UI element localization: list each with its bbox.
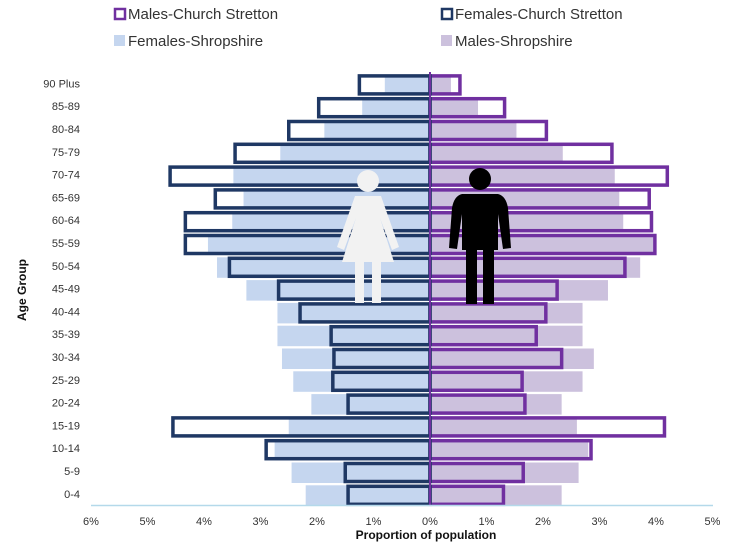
bar-males-shropshire-10-14 <box>430 439 589 461</box>
bar-females-shropshire-35-39 <box>277 325 430 347</box>
figure-icons <box>337 168 511 304</box>
y-tick-label-70-74: 70-74 <box>52 170 80 182</box>
x-tick-label: 1% <box>479 516 495 528</box>
bar-females-shropshire-0-4 <box>305 485 430 506</box>
x-tick-label: 4% <box>196 516 212 528</box>
bar-females-shropshire-40-44 <box>277 302 430 324</box>
y-tick-label-50-54: 50-54 <box>52 261 80 273</box>
x-tick-label: 1% <box>366 516 382 528</box>
y-tick-label-60-64: 60-64 <box>52 215 80 227</box>
male-figure-icon <box>449 168 511 304</box>
y-tick-label-10-14: 10-14 <box>52 443 80 455</box>
y-tick-label-65-69: 65-69 <box>52 192 80 204</box>
bar-females-shropshire-45-49 <box>246 280 430 301</box>
y-tick-label-0-4: 0-4 <box>64 489 80 501</box>
bar-females-shropshire-15-19 <box>288 416 430 438</box>
y-tick-label-5-9: 5-9 <box>64 466 80 478</box>
bar-males-shropshire-20-24 <box>430 394 562 415</box>
x-tick-label: 3% <box>592 516 608 528</box>
legend-swatch <box>114 35 125 46</box>
bar-males-shropshire-80-84 <box>430 120 517 141</box>
legend-label: Males-Shropshire <box>455 33 573 50</box>
legend-swatch <box>113 7 127 21</box>
bar-males-shropshire-75-79 <box>430 143 563 164</box>
y-tick-label-85-89: 85-89 <box>52 101 80 113</box>
bar-males-shropshire-15-19 <box>430 416 577 438</box>
bar-females-shropshire-85-89 <box>362 97 430 119</box>
x-axis-tick-labels: 6% 5% 4% 3% 2% 1% 0% 1% 2% 3% 4% 5% <box>83 516 721 528</box>
zero-axis-line <box>91 72 713 507</box>
legend-swatch <box>440 7 454 21</box>
y-tick-label-55-59: 55-59 <box>52 238 80 250</box>
x-tick-label: 5% <box>140 516 156 528</box>
bar-females-shropshire-25-29 <box>293 371 430 392</box>
x-tick-label: 4% <box>648 516 664 528</box>
y-tick-label-40-44: 40-44 <box>52 306 80 318</box>
x-tick-label: 2% <box>309 516 325 528</box>
y-tick-label-15-19: 15-19 <box>52 420 80 432</box>
bar-males-shropshire-85-89 <box>430 97 479 119</box>
bar-females-shropshire-80-84 <box>324 120 430 141</box>
y-tick-label-75-79: 75-79 <box>52 147 80 159</box>
x-tick-label: 6% <box>83 516 99 528</box>
legend-swatch <box>441 35 452 46</box>
y-tick-label-80-84: 80-84 <box>52 124 80 136</box>
legend-label: Males-Church Stretton <box>128 6 278 23</box>
y-axis-title: Age Group <box>15 259 29 321</box>
bar-males-shropshire-0-4 <box>430 485 562 506</box>
y-tick-label-35-39: 35-39 <box>52 329 80 341</box>
y-tick-label-90 Plus: 90 Plus <box>43 78 80 90</box>
bar-females-shropshire-5-9 <box>291 462 430 483</box>
bar-males-shropshire-30-34 <box>430 348 594 369</box>
x-tick-label: 0% <box>422 516 438 528</box>
x-axis-title: Proportion of population <box>356 528 497 542</box>
bar-males-shropshire-35-39 <box>430 325 583 347</box>
bar-males-shropshire-25-29 <box>430 371 583 392</box>
bar-females-shropshire-10-14 <box>274 439 430 461</box>
female-figure-icon <box>337 170 399 303</box>
legend-label: Females-Shropshire <box>128 33 263 50</box>
bar-females-shropshire-75-79 <box>280 143 430 164</box>
bar-females-shropshire-70-74 <box>233 166 430 187</box>
y-axis-tick-labels: 0-4 5-9 10-14 15-19 20-24 25-29 30-34 35-39 40-4… <box>43 78 80 500</box>
x-tick-label: 3% <box>253 516 269 528</box>
bar-females-shropshire-30-34 <box>281 348 430 369</box>
y-tick-label-25-29: 25-29 <box>52 375 80 387</box>
legend: Males-Church Stretton Females-Church Stre… <box>113 6 623 50</box>
x-tick-label: 2% <box>535 516 551 528</box>
bar-females-shropshire-90 Plus <box>384 74 430 96</box>
bar-females-shropshire-20-24 <box>311 394 430 415</box>
x-tick-label: 5% <box>705 516 721 528</box>
y-tick-label-30-34: 30-34 <box>52 352 80 364</box>
bar-males-shropshire-90 Plus <box>430 74 451 96</box>
bar-males-shropshire-50-54 <box>430 257 641 278</box>
legend-label: Females-Church Stretton <box>455 6 623 23</box>
y-tick-label-20-24: 20-24 <box>52 398 80 410</box>
bar-males-shropshire-5-9 <box>430 462 579 483</box>
y-tick-label-45-49: 45-49 <box>52 284 80 296</box>
